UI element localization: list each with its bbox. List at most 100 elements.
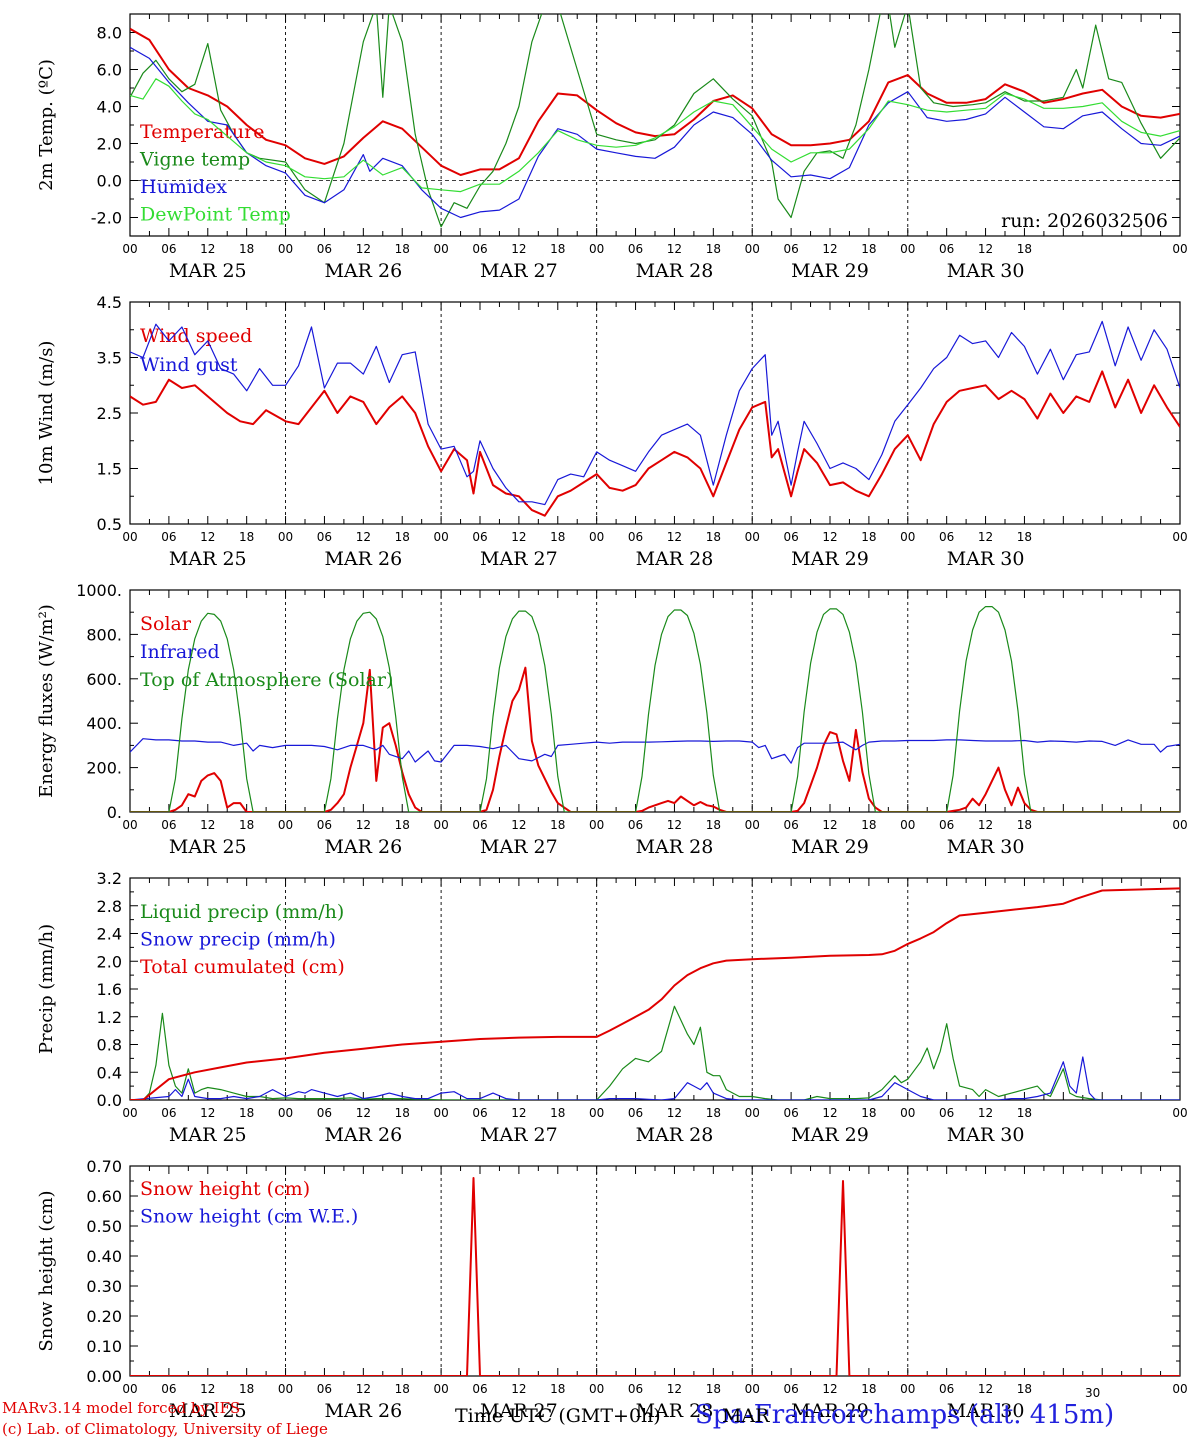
time-axis-label: Time UTC (GMT+0h) [455, 1405, 661, 1427]
footer-day-30: 30 [1085, 1386, 1101, 1400]
day-label: MAR 30 [947, 548, 1025, 570]
x-tick-label: 12 [978, 530, 993, 544]
y-tick-label: 2.5 [97, 404, 122, 423]
y-tick-label: 1.5 [97, 460, 122, 479]
day-label: MAR 30 [947, 260, 1025, 282]
x-tick-label: 12 [356, 530, 371, 544]
y-tick-label: 3.5 [97, 349, 122, 368]
y-tick-label: 1000. [76, 581, 122, 600]
day-label: MAR 27 [480, 548, 558, 570]
x-tick-label: 12 [978, 1382, 993, 1396]
legend-entry: Wind speed [140, 325, 252, 347]
x-tick-label: 12 [978, 242, 993, 256]
x-tick-label: 12 [978, 1106, 993, 1120]
x-tick-label: 06 [317, 242, 332, 256]
y-tick-label: 0.30 [86, 1277, 122, 1296]
x-tick-label: 12 [667, 242, 682, 256]
legend-entry: Snow height (cm W.E.) [140, 1206, 358, 1228]
day-label: MAR 30 [947, 836, 1025, 858]
x-tick-label: 00 [589, 1106, 604, 1120]
day-label: MAR 25 [169, 260, 247, 282]
x-tick-label: 18 [706, 1106, 721, 1120]
x-tick-label: 00 [278, 818, 293, 832]
x-tick-label: 18 [706, 818, 721, 832]
y-tick-label: 0.50 [86, 1217, 122, 1236]
x-tick-label: 18 [706, 1382, 721, 1396]
x-tick-label: 00 [278, 530, 293, 544]
x-tick-label: 06 [161, 1382, 176, 1396]
energy-panel: 00 06 12 18 MAR 25 00 06 12 18 MAR 26 00 06 12 18 MAR … [36, 581, 1188, 858]
y-tick-label: 2.4 [97, 925, 122, 944]
x-tick-label: 12 [822, 1106, 837, 1120]
x-tick-label: 18 [395, 242, 410, 256]
x-tick-label: 12 [667, 1382, 682, 1396]
legend-entry: Wind gust [140, 354, 238, 376]
x-tick-label: 00 [1172, 818, 1187, 832]
x-tick-label: 12 [356, 1382, 371, 1396]
day-label: MAR 28 [636, 836, 714, 858]
legend-entry: Liquid precip (mm/h) [140, 901, 344, 923]
day-label: MAR 27 [480, 836, 558, 858]
x-tick-label: 06 [628, 530, 643, 544]
y-tick-label: 6.0 [97, 61, 122, 80]
x-tick-label: 06 [783, 1382, 798, 1396]
x-tick-label: 00 [900, 1106, 915, 1120]
x-tick-label: 06 [628, 1382, 643, 1396]
series-total-cumulated-cm [130, 887, 1180, 1100]
x-tick-label: 18 [1017, 1382, 1032, 1396]
series-top-of-atmosphere-solar [130, 606, 1180, 812]
x-tick-label: 00 [589, 818, 604, 832]
day-label: MAR 28 [636, 1124, 714, 1146]
x-tick-label: 12 [200, 242, 215, 256]
x-tick-label: 12 [667, 818, 682, 832]
y-tick-label: 2.0 [97, 135, 122, 154]
x-tick-label: 12 [356, 1106, 371, 1120]
day-label: MAR 27 [480, 1400, 558, 1422]
x-tick-label: 12 [200, 1106, 215, 1120]
day-label: MAR 25 [169, 1400, 247, 1422]
legend-entry: Snow precip (mm/h) [140, 929, 336, 951]
day-label: MAR 25 [169, 836, 247, 858]
x-tick-label: 18 [861, 1382, 876, 1396]
x-tick-label: 06 [472, 1382, 487, 1396]
series-dewpoint-temp [130, 78, 1180, 193]
y-tick-label: 4.5 [97, 293, 122, 312]
x-tick-label: 18 [239, 242, 254, 256]
y-tick-label: 200. [86, 759, 122, 778]
x-tick-label: 12 [200, 818, 215, 832]
day-label: MAR 25 [169, 1124, 247, 1146]
day-label: MAR 28 [636, 260, 714, 282]
y-axis-label: 10m Wind (m/s) [36, 341, 57, 486]
x-tick-label: 00 [122, 530, 137, 544]
y-tick-label: 400. [86, 714, 122, 733]
x-tick-label: 12 [667, 530, 682, 544]
plot-frame [129, 301, 1181, 525]
day-label: MAR 26 [324, 1400, 402, 1422]
x-tick-label: 06 [939, 1106, 954, 1120]
x-tick-label: 06 [939, 530, 954, 544]
x-tick-label: 12 [822, 1382, 837, 1396]
legend-entry: Total cumulated (cm) [140, 956, 345, 978]
y-tick-label: 1.6 [97, 980, 122, 999]
x-tick-label: 18 [861, 530, 876, 544]
day-label: MAR 29 [791, 1400, 869, 1422]
series-humidex [130, 46, 1180, 219]
x-tick-label: 00 [589, 530, 604, 544]
x-tick-label: 00 [589, 242, 604, 256]
legend-entry: DewPoint Temp [140, 204, 291, 226]
x-tick-label: 00 [900, 242, 915, 256]
x-tick-label: 06 [628, 1106, 643, 1120]
x-tick-label: 06 [317, 1106, 332, 1120]
x-tick-label: 06 [472, 530, 487, 544]
x-tick-label: 00 [122, 242, 137, 256]
x-tick-label: 06 [783, 242, 798, 256]
x-tick-label: 12 [511, 1382, 526, 1396]
x-tick-label: 00 [745, 818, 760, 832]
wind-panel: 00 06 12 18 MAR 25 00 06 12 18 MAR 26 00 06 12 18 MAR … [36, 293, 1188, 570]
x-tick-label: 06 [628, 242, 643, 256]
legend-entry: Top of Atmosphere (Solar) [140, 669, 393, 691]
x-tick-label: 06 [472, 242, 487, 256]
day-label: MAR 26 [324, 548, 402, 570]
x-tick-label: 00 [745, 1106, 760, 1120]
